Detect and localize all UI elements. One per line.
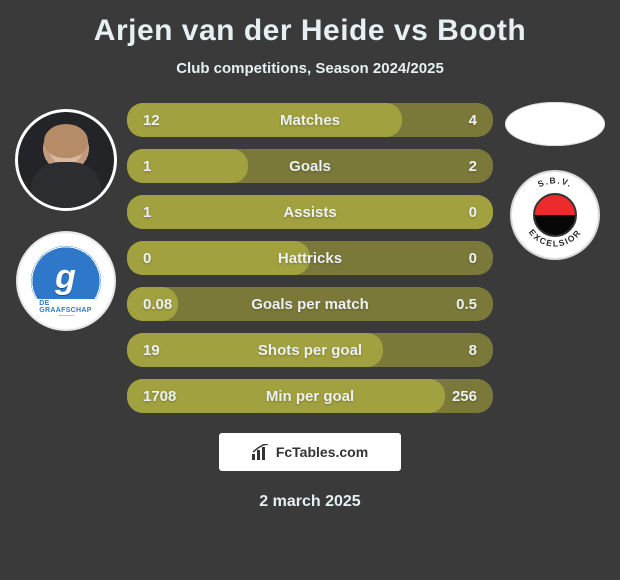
- stat-right-value: 256: [423, 388, 493, 405]
- stat-right-value: 0: [423, 250, 493, 267]
- stat-label: Matches: [197, 112, 423, 129]
- stat-label: Shots per goal: [197, 342, 423, 359]
- club-right-arc-svg: S.B.V. EXCELSIOR: [512, 172, 598, 258]
- stat-right-value: 0.5: [423, 296, 493, 313]
- comparison-content: g DE GRAAFSCHAP 12 Matches 4 1 Goals 2 1: [0, 99, 620, 413]
- svg-text:S.B.V.: S.B.V.: [536, 175, 574, 189]
- stat-label: Goals: [197, 158, 423, 175]
- stat-right-value: 8: [423, 342, 493, 359]
- stat-bar: 0 Hattricks 0: [127, 241, 493, 275]
- date-label: 2 march 2025: [0, 493, 620, 511]
- stat-right-value: 2: [423, 158, 493, 175]
- stat-left-value: 19: [127, 342, 197, 359]
- page-title: Arjen van der Heide vs Booth: [0, 14, 620, 48]
- stat-right-value: 0: [423, 204, 493, 221]
- stat-left-value: 0: [127, 250, 197, 267]
- stat-right-value: 4: [423, 112, 493, 129]
- club-left-ribbon: DE GRAAFSCHAP: [34, 299, 96, 315]
- club-left-initial: g: [55, 258, 76, 297]
- stat-bars: 12 Matches 4 1 Goals 2 1 Assists 0 0 Hat…: [123, 99, 497, 413]
- stat-bar: 12 Matches 4: [127, 103, 493, 137]
- player-avatar-left: [15, 109, 117, 211]
- club-badge-right: S.B.V. EXCELSIOR: [510, 170, 600, 260]
- stat-label: Goals per match: [197, 296, 423, 313]
- fctables-badge: FcTables.com: [219, 433, 401, 471]
- stat-left-value: 1708: [127, 388, 197, 405]
- stat-left-value: 0.08: [127, 296, 197, 313]
- stat-bar: 19 Shots per goal 8: [127, 333, 493, 367]
- svg-text:EXCELSIOR: EXCELSIOR: [526, 227, 582, 248]
- stat-label: Min per goal: [197, 388, 423, 405]
- stat-bar: 1 Assists 0: [127, 195, 493, 229]
- stat-left-value: 12: [127, 112, 197, 129]
- stat-label: Hattricks: [197, 250, 423, 267]
- stat-label: Assists: [197, 204, 423, 221]
- player-avatar-right: [505, 102, 605, 146]
- left-side: g DE GRAAFSCHAP: [8, 99, 123, 413]
- right-side: S.B.V. EXCELSIOR: [497, 99, 612, 413]
- subtitle: Club competitions, Season 2024/2025: [0, 60, 620, 77]
- stat-bar: 1708 Min per goal 256: [127, 379, 493, 413]
- club-right-arc-bottom: EXCELSIOR: [526, 227, 582, 248]
- chart-icon: [252, 444, 270, 460]
- stat-left-value: 1: [127, 204, 197, 221]
- club-right-arc-top: S.B.V.: [536, 175, 574, 189]
- stat-left-value: 1: [127, 158, 197, 175]
- stat-bar: 0.08 Goals per match 0.5: [127, 287, 493, 321]
- fctables-label: FcTables.com: [276, 444, 368, 460]
- club-badge-left: g DE GRAAFSCHAP: [16, 231, 116, 331]
- stat-bar: 1 Goals 2: [127, 149, 493, 183]
